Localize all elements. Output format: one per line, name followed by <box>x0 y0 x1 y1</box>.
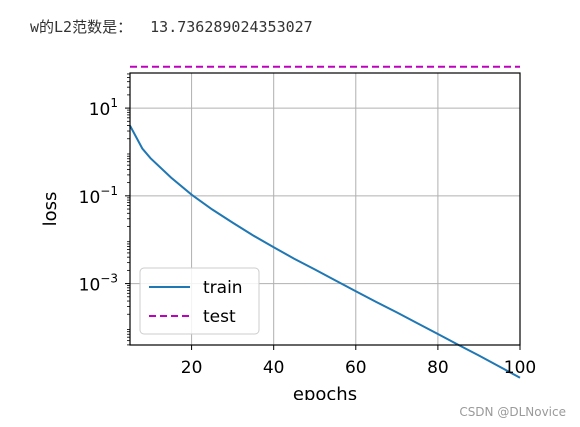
y-tick-base: 10 <box>79 276 101 296</box>
y-tick-base: 10 <box>79 188 101 208</box>
output-line: w的L2范数是： 13.736289024353027 <box>30 16 313 37</box>
legend: train test <box>139 267 260 335</box>
x-tick-label: 80 <box>427 358 449 378</box>
series-line-train <box>129 125 521 379</box>
legend-label-train: train <box>203 278 243 298</box>
y-tick-exponent: −3 <box>100 272 118 286</box>
x-tick-label: 100 <box>504 358 536 378</box>
y-tick-exponent: 1 <box>110 96 118 110</box>
y-tick-base: 10 <box>89 100 111 120</box>
x-tick-label: 60 <box>345 358 367 378</box>
x-tick-label: 20 <box>181 358 203 378</box>
output-value: 13.736289024353027 <box>150 18 313 36</box>
y-tick-label: 10−3 <box>79 272 118 296</box>
y-tick-label: 101 <box>89 96 118 120</box>
legend-label-test: test <box>203 307 236 327</box>
series-layer <box>129 65 521 379</box>
output-label: w的L2范数是： <box>30 18 133 36</box>
x-axis-label: epochs <box>293 384 357 400</box>
watermark: CSDN @DLNovice <box>459 405 566 419</box>
x-tick-label: 40 <box>263 358 285 378</box>
y-tick-exponent: −1 <box>100 184 118 198</box>
grid <box>130 73 521 345</box>
y-tick-label: 10−1 <box>79 184 118 208</box>
y-axis-label: loss <box>40 192 61 227</box>
legend-box <box>139 267 260 335</box>
